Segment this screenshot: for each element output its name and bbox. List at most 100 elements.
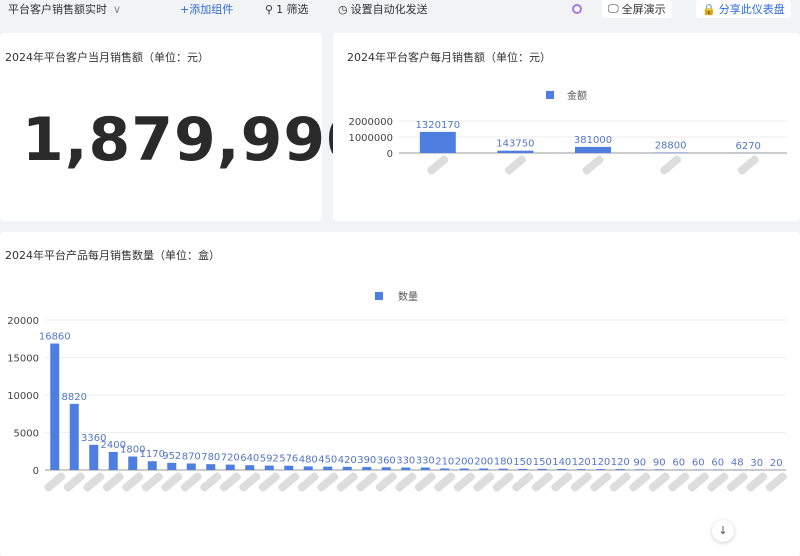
bar — [498, 468, 508, 470]
data-label: 576 — [279, 454, 298, 465]
auto-send-label: 设置自动化发送 — [350, 3, 428, 16]
data-label: 60 — [711, 458, 724, 469]
x-tick-label-blurred — [726, 472, 748, 492]
data-label: 120 — [611, 457, 630, 468]
data-label: 90 — [633, 457, 646, 468]
filter-button[interactable]: ⚲ 1 筛选 — [265, 0, 309, 18]
data-label: 143750 — [496, 139, 534, 150]
data-label: 120 — [572, 457, 591, 468]
bar — [50, 343, 60, 470]
kpi-value: 1,879,990 — [22, 105, 369, 175]
x-tick-label-blurred — [629, 472, 651, 492]
y-tick-label: 2000000 — [348, 117, 393, 128]
data-label: 140 — [552, 457, 571, 468]
x-tick-label-blurred — [609, 472, 631, 492]
y-tick-label: 15000 — [7, 354, 39, 365]
kpi-card: 2024年平台客户当月销售额（单位：元） 1,879,990 — [0, 33, 368, 221]
bar — [479, 468, 489, 470]
bar — [440, 468, 450, 470]
kpi-title: 2024年平台客户当月销售额（单位：元） — [5, 51, 209, 64]
data-label: 28800 — [655, 141, 687, 152]
bar — [635, 469, 645, 470]
data-label: 120 — [591, 457, 610, 468]
x-tick-label-blurred — [122, 472, 144, 492]
add-widget-button[interactable]: + 添加组件 — [180, 0, 233, 18]
x-tick-label-blurred — [648, 472, 670, 492]
x-tick-label-blurred — [765, 472, 787, 492]
data-label: 8820 — [62, 392, 87, 403]
x-tick-label-blurred — [200, 472, 222, 492]
x-tick-label-blurred — [582, 155, 604, 175]
scroll-down-button[interactable]: ↓ — [712, 520, 734, 542]
data-label: 330 — [416, 456, 435, 467]
x-tick-label-blurred — [297, 472, 319, 492]
bar — [108, 452, 118, 470]
x-tick-label-blurred — [551, 472, 573, 492]
bar — [420, 467, 430, 470]
data-label: 150 — [513, 457, 532, 468]
bar — [245, 465, 255, 470]
y-tick-label: 0 — [33, 466, 39, 477]
y-tick-label: 0 — [387, 149, 393, 160]
x-tick-label-blurred — [180, 472, 202, 492]
fullscreen-button[interactable]: 🖵 全屏演示 — [602, 0, 672, 18]
bar — [225, 464, 235, 470]
data-label: 6270 — [735, 141, 760, 152]
data-label: 2400 — [101, 440, 126, 451]
x-tick-label-blurred — [219, 472, 241, 492]
x-tick-label-blurred — [258, 472, 280, 492]
bar — [537, 468, 547, 470]
data-label: 1320170 — [416, 120, 461, 131]
x-tick-label-blurred — [278, 472, 300, 492]
chart-title: 2024年平台客户每月销售额（单位：元） — [347, 51, 551, 64]
bar — [89, 444, 99, 470]
x-tick-label-blurred — [63, 472, 85, 492]
data-label: 60 — [692, 458, 705, 469]
sales-amount-chart: 金额 0 1000000 2000000 1320170 143750 381000 288… — [348, 89, 787, 175]
share-button[interactable]: 🔒 分享此仪表盘 — [696, 0, 791, 18]
bar — [459, 468, 469, 470]
data-label: 720 — [221, 453, 240, 464]
x-tick-label-blurred — [414, 472, 436, 492]
bar — [497, 150, 534, 153]
monitor-icon: 🖵 — [608, 2, 619, 15]
x-tick-label-blurred — [473, 472, 495, 492]
bar — [303, 466, 313, 470]
x-tick-label-blurred — [512, 472, 534, 492]
bar — [147, 461, 157, 470]
dashboard-name: 平台客户销售额实时 — [8, 3, 107, 16]
theme-icon[interactable] — [572, 0, 582, 18]
chart-title: 2024年平台产品每月销售数量（单位：盒） — [5, 249, 220, 262]
bar — [576, 469, 586, 470]
x-tick-label-blurred — [83, 472, 105, 492]
data-label: 3360 — [81, 433, 106, 444]
chevron-down-icon: ∨ — [113, 2, 122, 16]
x-tick-label-blurred — [660, 155, 682, 175]
legend-swatch — [546, 91, 554, 99]
x-tick-label-blurred — [668, 472, 690, 492]
x-tick-label-blurred — [375, 472, 397, 492]
x-tick-label-blurred — [687, 472, 709, 492]
data-label: 952 — [162, 451, 181, 462]
bar — [186, 463, 196, 470]
add-widget-label: 添加组件 — [189, 3, 234, 16]
bar — [362, 467, 372, 470]
x-tick-label-blurred — [239, 472, 261, 492]
legend-label: 数量 — [398, 290, 418, 303]
data-label: 180 — [494, 457, 513, 468]
bar — [206, 464, 216, 470]
bar — [654, 469, 664, 470]
bar — [323, 466, 333, 470]
legend-label: 金额 — [567, 89, 587, 102]
auto-send-button[interactable]: ◷ 设置自动化发送 — [338, 0, 428, 18]
dashboard-selector[interactable]: 平台客户销售额实时 ∨ — [8, 0, 121, 18]
bar — [575, 146, 611, 153]
data-label: 420 — [338, 455, 357, 466]
x-tick-label-blurred — [141, 472, 163, 492]
data-label: 1800 — [120, 445, 145, 456]
bar — [615, 469, 625, 470]
bar — [342, 466, 352, 470]
bar — [381, 467, 391, 470]
filter-icon: ⚲ — [265, 2, 274, 16]
x-tick-label-blurred — [707, 472, 729, 492]
